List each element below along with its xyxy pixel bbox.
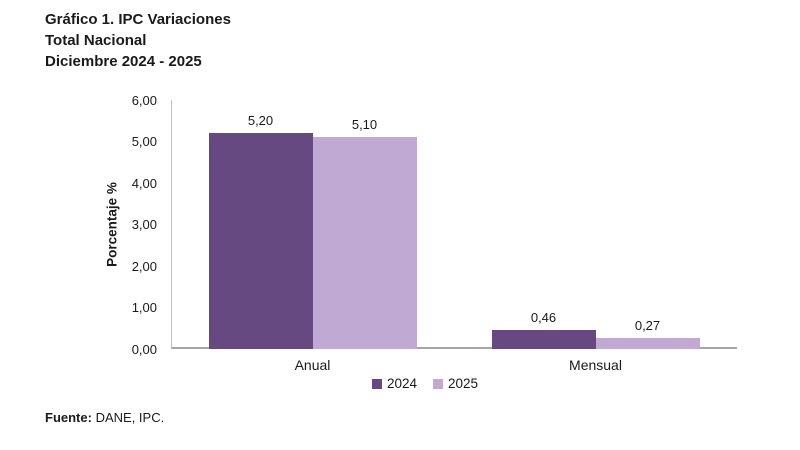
source-note: Fuente: DANE, IPC. xyxy=(45,410,164,425)
bar-2025-anual xyxy=(312,137,417,349)
x-category-label-mensual: Mensual xyxy=(569,357,622,373)
bar-value-label: 5,10 xyxy=(351,117,378,133)
bar-value-label: 5,20 xyxy=(247,113,274,129)
legend-label: 2025 xyxy=(448,376,479,391)
legend-item-2025: 2025 xyxy=(433,376,478,391)
y-tick-label: 5,00 xyxy=(131,134,157,149)
y-tick-label: 1,00 xyxy=(131,300,157,315)
legend-swatch-icon xyxy=(433,378,443,389)
y-tick-label: 2,00 xyxy=(131,258,157,274)
bar-value-label: 0,27 xyxy=(634,317,661,333)
bar-2025-mensual xyxy=(595,337,700,349)
legend: 2024 2025 xyxy=(171,376,679,391)
x-category-label-anual: Anual xyxy=(294,357,331,373)
y-tick-label: 4,00 xyxy=(131,175,157,191)
legend-item-2024: 2024 xyxy=(371,376,417,391)
source-text: DANE, IPC. xyxy=(95,410,165,425)
bar-value-label: 0,46 xyxy=(530,309,557,325)
bar-2024-anual xyxy=(208,133,313,349)
legend-label: 2024 xyxy=(386,376,417,391)
y-tick-label: 0,00 xyxy=(131,341,157,357)
legend-swatch-icon xyxy=(371,378,382,389)
source-label: Fuente: xyxy=(45,410,92,425)
chart-title: Gráfico 1. IPC Variaciones Total Naciona… xyxy=(45,11,231,70)
y-tick-label: 3,00 xyxy=(131,217,157,232)
bar-2024-mensual xyxy=(491,329,596,349)
y-tick-label: 6,00 xyxy=(131,92,157,108)
